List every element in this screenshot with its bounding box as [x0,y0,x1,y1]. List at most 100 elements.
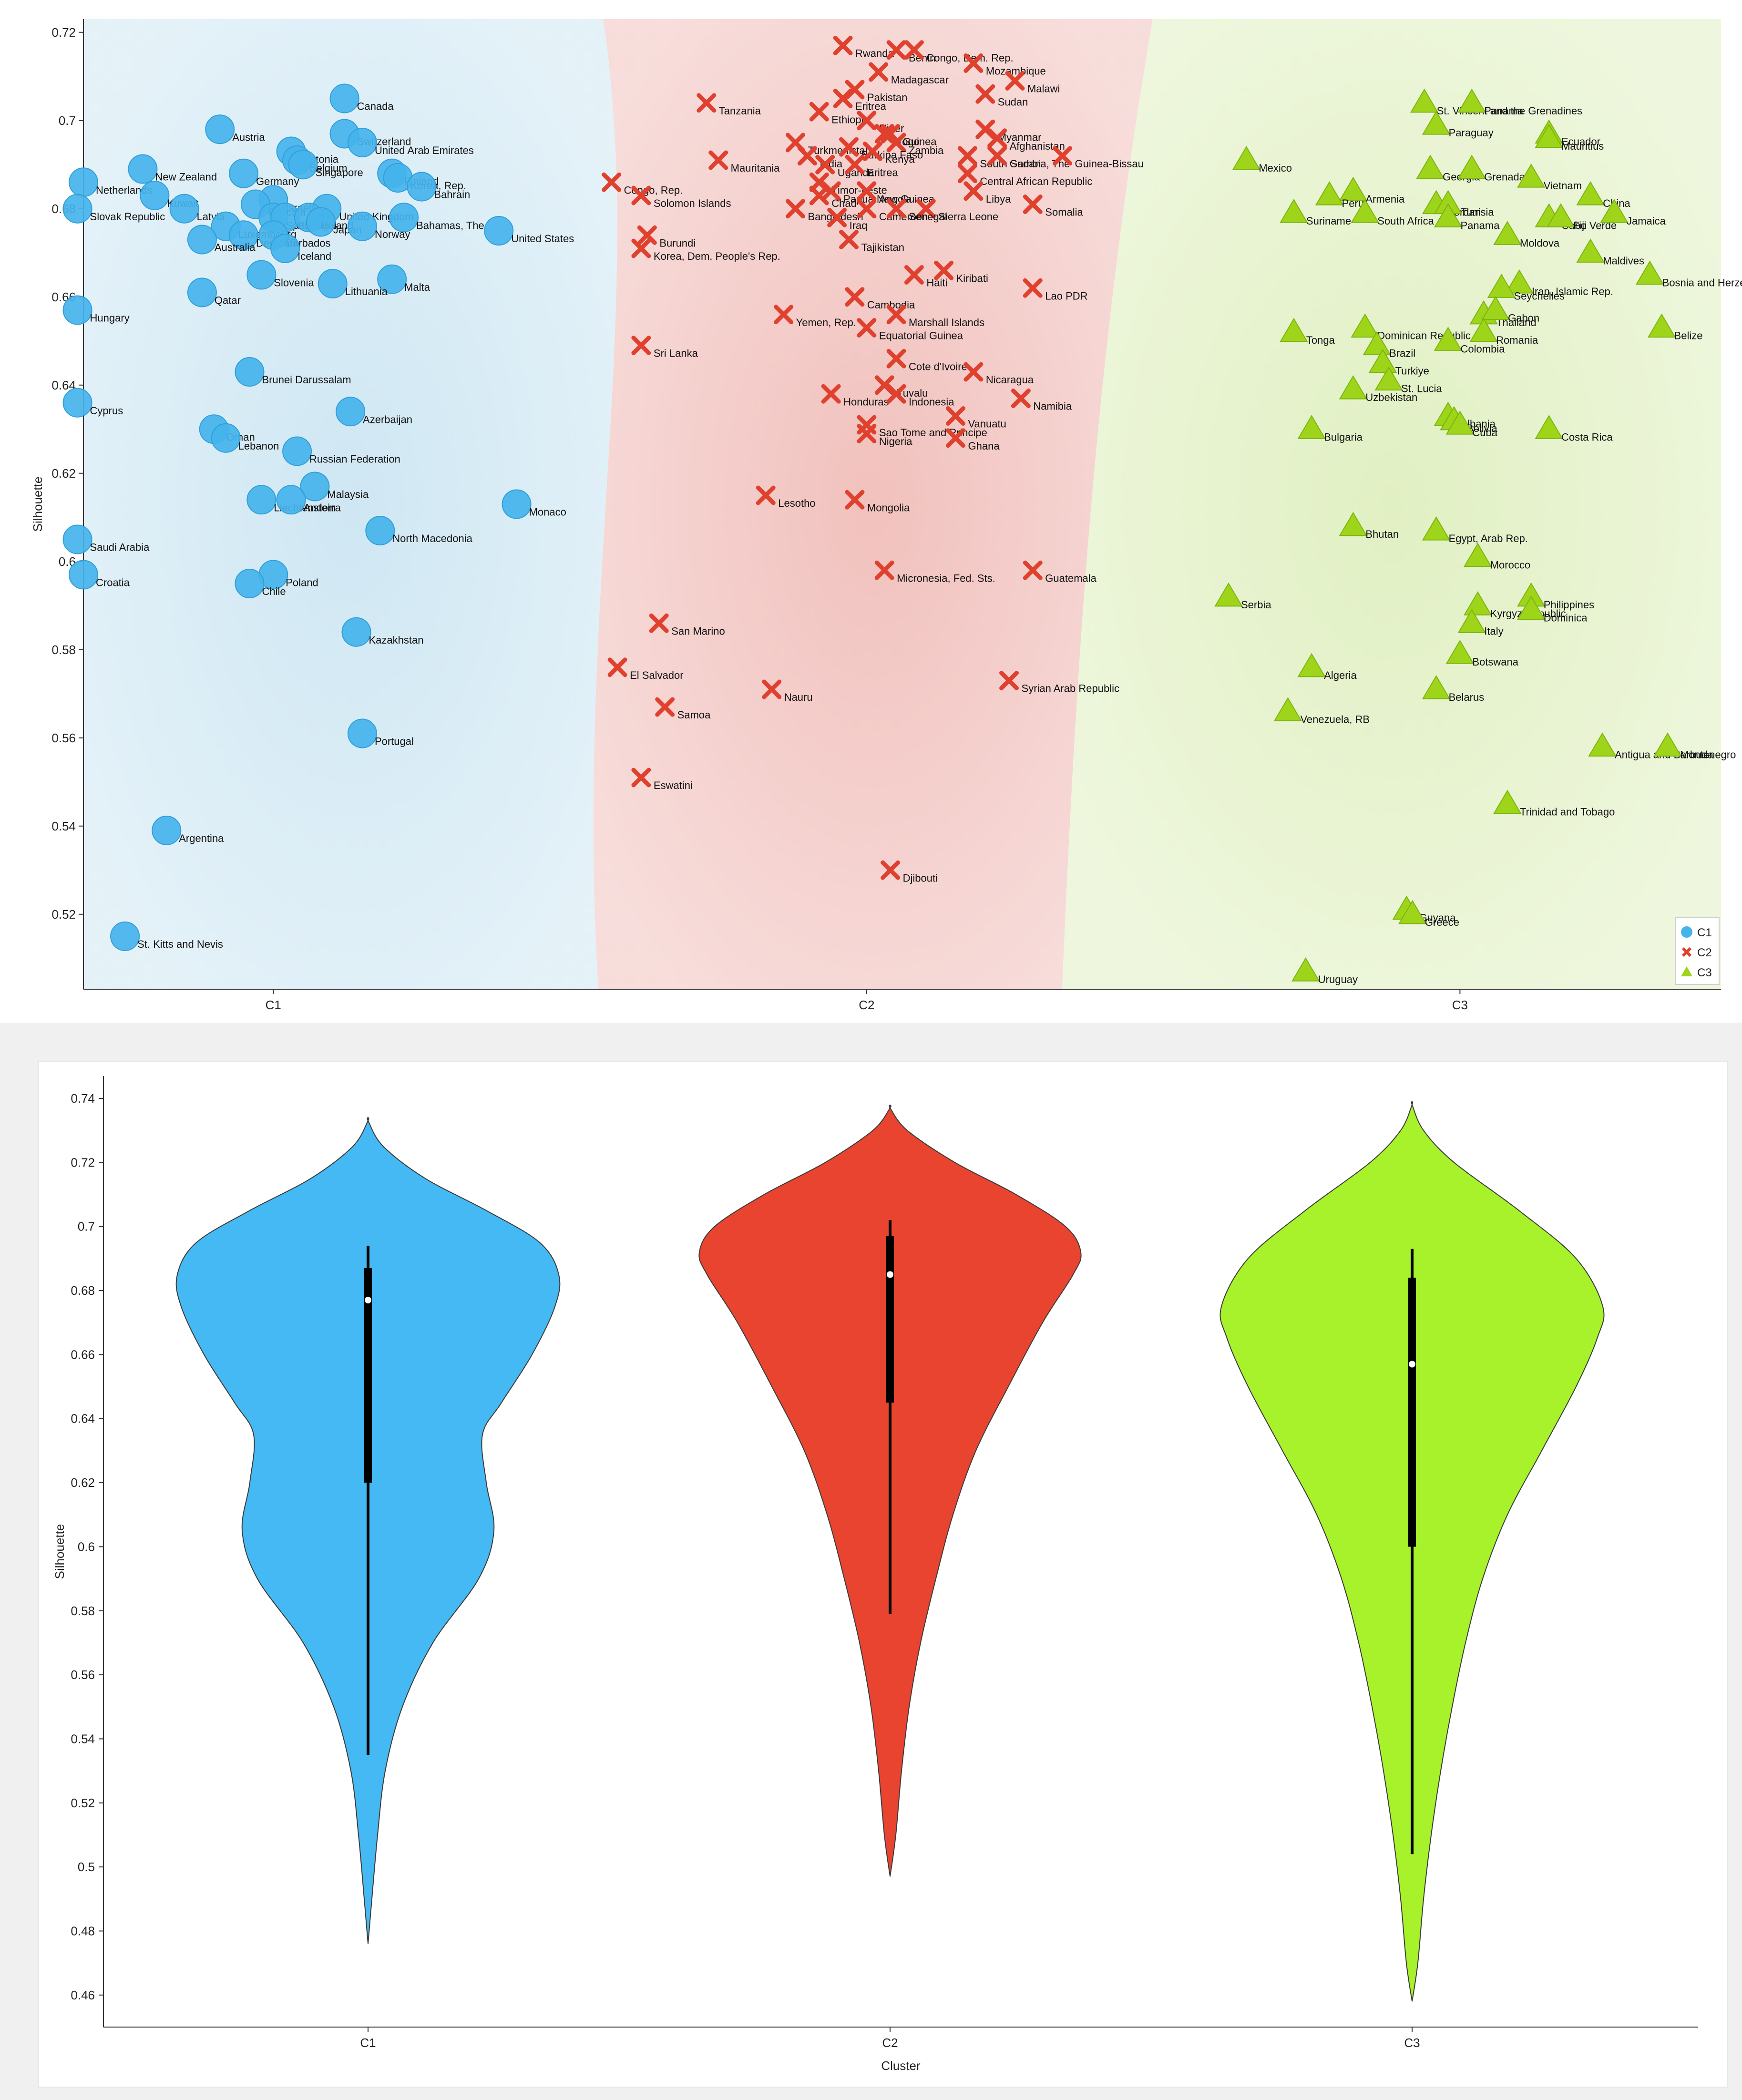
point-label: Kenya [885,154,915,165]
scatter-chart: 0.520.540.560.580.60.620.640.660.680.70.… [31,19,1742,1035]
point-c2 [946,406,966,426]
point-label: Libya [986,193,1011,205]
violin-iqr-box [364,1268,372,1483]
point-c3 [1535,415,1563,439]
point-c3 [1410,88,1439,113]
c3-region [1062,19,1721,989]
point-label: Nauru [784,691,813,703]
y-tick-label: 0.68 [71,1283,95,1298]
point-label: Kazakhstan [369,634,424,646]
y-tick-label: 0.48 [71,1924,95,1938]
point-c1 [235,569,265,598]
point-label: Cote d'Ivoire [909,360,967,372]
point-label: Belarus [1449,691,1485,703]
point-c2 [785,199,805,219]
point-c2 [631,768,651,788]
point-c2 [815,154,835,174]
point-c3 [1576,181,1605,205]
point-label: Bhutan [1365,528,1399,540]
point-label: Cyprus [90,405,123,417]
point-c1 [377,264,407,294]
violin-median [887,1271,893,1278]
point-label: Eswatini [654,779,693,791]
point-c2 [821,384,841,404]
point-label: Greece [1425,916,1459,928]
point-c3 [1374,366,1403,391]
point-label: Panama [1484,105,1524,117]
point-c2 [886,133,906,153]
x-tick-label: C3 [1452,998,1468,1012]
point-label: Honduras [843,396,889,408]
point-c3 [1535,123,1563,148]
point-c3 [1481,296,1510,320]
point-c3 [1434,203,1463,227]
point-c3 [1363,331,1391,356]
point-label: Mauritania [731,162,780,174]
point-label: Italy [1484,625,1503,637]
point-label: Bahamas, The [416,219,484,231]
point-c2 [845,80,865,100]
point-label: Mozambique [986,65,1046,77]
point-c3 [1339,375,1368,400]
point-label: Pakistan [867,92,907,103]
point-c1 [229,220,259,250]
point-c2 [797,146,817,166]
legend-label: C1 [1697,926,1712,939]
y-tick-label: 0.54 [71,1731,95,1746]
point-label: Iraq [850,219,868,231]
point-label: Marshall Islands [909,317,984,328]
point-c2 [963,181,984,201]
point-c1 [484,216,514,246]
point-c3 [1457,609,1486,633]
point-c3 [1422,675,1451,699]
point-label: Colombia [1461,343,1506,355]
point-label: Austria [232,131,265,143]
point-c2 [975,119,995,139]
point-c1 [62,388,92,418]
point-label: Syrian Arab Republic [1022,683,1119,695]
point-label: Croatia [96,577,130,589]
point-label: Senegal [909,211,947,223]
point-label: Belize [1674,330,1703,342]
point-c2 [1011,389,1031,408]
point-label: Panama [1461,219,1500,231]
point-c2 [602,172,622,192]
point-c3 [1588,732,1617,757]
point-label: Russian Federation [309,453,400,465]
point-c1 [341,617,371,647]
point-label: Mongolia [867,502,910,513]
point-label: Cuba [1472,427,1497,439]
point-label: Paraguay [1449,127,1494,139]
point-label: Portugal [375,736,414,748]
point-label: Bahrain [434,189,470,201]
point-label: Iran, Islamic Rep. [1532,286,1613,297]
point-c2 [975,84,995,104]
point-c3 [1398,900,1427,924]
y-tick-label: 0.62 [51,466,76,481]
point-c1 [110,922,140,951]
point-label: Zambia [909,144,944,156]
point-c2 [1005,71,1025,91]
point-label: Malaysia [327,489,369,501]
point-label: Lesotho [778,497,815,509]
point-c1 [187,277,217,307]
point-c3 [1493,789,1522,814]
point-c3 [1600,199,1629,223]
point-c2 [845,154,865,174]
point-c1 [389,203,419,233]
point-label: Uruguay [1318,973,1358,985]
point-c3 [1291,957,1320,982]
point-label: Andorra [304,502,341,513]
point-label: Korea, Dem. People's Rep. [654,250,780,262]
point-c2 [845,490,865,510]
y-axis-title: Silhouette [52,1524,67,1579]
point-c2 [886,305,906,325]
point-label: Solomon Islands [654,197,731,209]
point-label: Norway [375,228,410,240]
point-label: Iceland [297,250,331,262]
point-c2 [934,260,954,280]
point-c3 [1493,221,1522,245]
point-c2 [839,230,859,249]
point-c3 [1505,269,1534,294]
point-c1 [288,150,318,180]
